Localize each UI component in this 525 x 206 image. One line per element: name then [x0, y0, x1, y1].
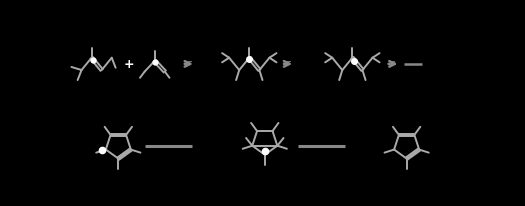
Text: +: + — [124, 58, 134, 71]
Text: –: – — [285, 56, 291, 66]
Text: –: – — [186, 56, 192, 66]
Text: –: – — [390, 56, 395, 66]
